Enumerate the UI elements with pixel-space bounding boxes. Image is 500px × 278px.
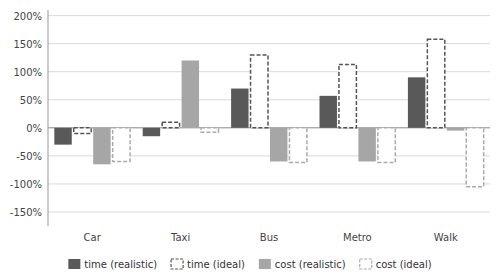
y-tick-label: 200%: [13, 11, 42, 22]
y-tick-label: 50%: [20, 95, 42, 106]
bar: [54, 128, 71, 145]
bar: [270, 128, 287, 162]
y-axis-line: [48, 10, 49, 226]
bar: [378, 128, 395, 163]
chart: -150% -100% -50% 0% 50% 100% 150% 200% Car Taxi Bu…: [0, 0, 500, 278]
x-tick-label: Metro: [343, 232, 372, 243]
grid-line: [48, 43, 490, 44]
y-tick-label: 100%: [13, 67, 42, 78]
grid-line: [48, 211, 490, 212]
bar: [201, 128, 218, 132]
bar: [427, 39, 444, 128]
y-tick-label: 0%: [26, 123, 42, 134]
bars: [54, 39, 483, 187]
legend: time (realistic) time (ideal) cost (realis…: [68, 259, 431, 270]
x-tick-label: Car: [84, 232, 102, 243]
x-tick-label: Bus: [260, 232, 278, 243]
bar: [289, 128, 306, 163]
y-tick-label: -50%: [16, 151, 42, 162]
bar: [339, 64, 356, 127]
bar: [93, 128, 110, 164]
bar: [358, 128, 375, 162]
legend-label: cost (ideal): [376, 259, 432, 270]
x-tick-label: Taxi: [170, 232, 190, 243]
legend-label: cost (realistic): [275, 259, 346, 270]
bar: [320, 96, 337, 128]
bar: [466, 128, 483, 187]
y-tick-label: -100%: [10, 179, 42, 190]
legend-swatch: [68, 259, 80, 269]
y-tick-label: 150%: [13, 39, 42, 50]
legend-label: time (realistic): [84, 259, 157, 270]
bar: [74, 128, 91, 134]
bar: [182, 60, 199, 127]
legend-label: time (ideal): [187, 259, 245, 270]
legend-swatch: [171, 259, 183, 269]
bar: [162, 122, 179, 128]
bar: [408, 77, 425, 127]
bar: [447, 128, 464, 131]
y-tick-label: -150%: [10, 207, 42, 218]
legend-swatch: [259, 259, 271, 269]
bar: [143, 128, 160, 136]
legend-swatch: [360, 259, 372, 269]
bar: [251, 55, 268, 128]
grid-line: [48, 183, 490, 184]
bar: [231, 89, 248, 128]
bar: [113, 128, 130, 162]
x-tick-label: Walk: [434, 232, 458, 243]
grid-line: [48, 15, 490, 16]
grid-line: [48, 71, 490, 72]
